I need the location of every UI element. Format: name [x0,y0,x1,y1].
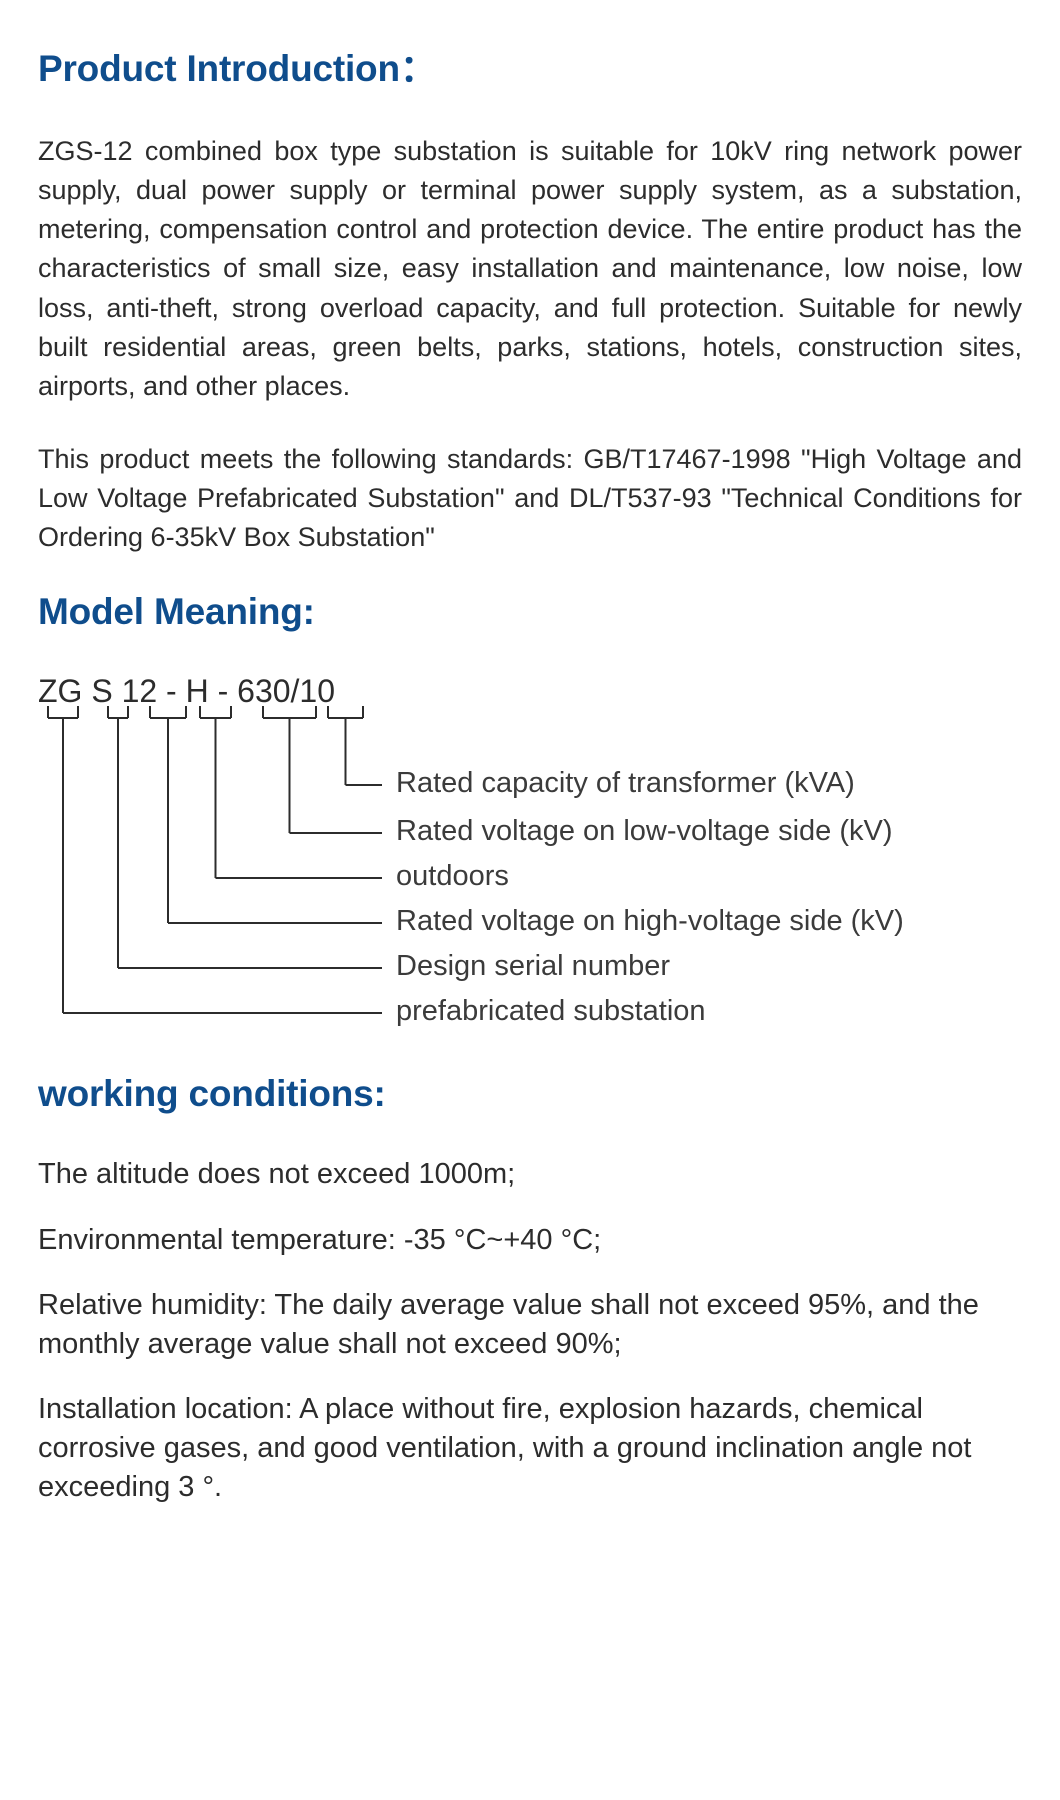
model-code-text: ZG S 12 - H - 630/10 [38,673,335,710]
diagram-label: Design serial number [396,950,670,983]
heading-working-conditions: working conditions: [38,1073,1022,1115]
condition-item: The altitude does not exceed 1000m; [38,1155,1022,1194]
model-meaning-diagram: ZG S 12 - H - 630/10 prefabricated subst… [38,673,1028,1053]
diagram-label: Rated capacity of transformer (kVA) [396,767,855,800]
diagram-label: prefabricated substation [396,995,706,1028]
heading-model-meaning: Model Meaning: [38,591,1022,633]
paragraph-intro-2: This product meets the following standar… [38,440,1022,557]
condition-item: Environmental temperature: -35 °C~+40 °C… [38,1221,1022,1260]
heading-product-introduction: Product Introduction： [38,38,1022,92]
condition-item: Relative humidity: The daily average val… [38,1286,1022,1364]
diagram-label: Rated voltage on high-voltage side (kV) [396,905,904,938]
diagram-label: Rated voltage on low-voltage side (kV) [396,815,892,848]
working-conditions-list: The altitude does not exceed 1000m; Envir… [38,1155,1022,1507]
paragraph-intro-1: ZGS-12 combined box type substation is s… [38,132,1022,406]
diagram-label: outdoors [396,860,509,893]
condition-item: Installation location: A place without f… [38,1390,1022,1507]
